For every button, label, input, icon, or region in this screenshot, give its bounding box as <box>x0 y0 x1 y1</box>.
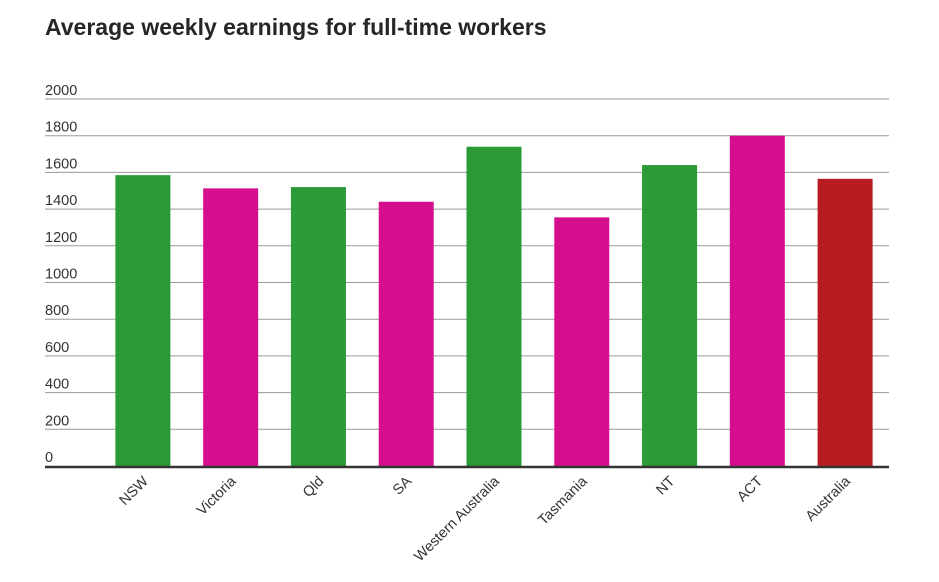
bar-nt <box>642 165 698 466</box>
bars <box>115 135 873 466</box>
x-tick-label-qld: Qld <box>300 474 327 501</box>
y-tick-label-1600: 1600 <box>45 156 77 172</box>
bar-australia <box>817 178 873 466</box>
bar-nsw <box>115 175 171 466</box>
bar-qld <box>290 187 346 466</box>
bar-victoria <box>203 188 259 466</box>
bar-act <box>729 135 785 466</box>
x-tick-label-victoria: Victoria <box>194 473 240 519</box>
y-tick-label-600: 600 <box>45 340 69 356</box>
y-tick-label-1000: 1000 <box>45 267 77 283</box>
y-tick-label-2000: 2000 <box>45 83 77 99</box>
x-tick-label-nsw: NSW <box>116 473 151 508</box>
bar-western-australia <box>466 146 522 466</box>
x-tick-label-western-australia: Western Australia <box>411 473 503 565</box>
y-axis-tick-labels: 0 200 400 600 800 1000 1200 1400 1600 1800 2000 <box>45 83 77 466</box>
y-tick-label-800: 800 <box>45 303 69 319</box>
y-tick-label-1400: 1400 <box>45 193 77 209</box>
x-tick-label-australia: Australia <box>803 473 855 525</box>
y-tick-label-0: 0 <box>45 450 53 466</box>
y-tick-label-400: 400 <box>45 377 69 393</box>
x-tick-label-nt: NT <box>653 473 678 498</box>
y-tick-label-200: 200 <box>45 413 69 429</box>
x-tick-label-act: ACT <box>734 473 766 505</box>
y-tick-label-1200: 1200 <box>45 230 77 246</box>
chart-title: Average weekly earnings for full-time wo… <box>45 14 547 40</box>
bar-tasmania <box>554 217 610 466</box>
bar-sa <box>378 201 434 466</box>
x-tick-label-tasmania: Tasmania <box>535 473 591 529</box>
y-tick-label-1800: 1800 <box>45 120 77 136</box>
x-tick-label-sa: SA <box>390 473 415 498</box>
